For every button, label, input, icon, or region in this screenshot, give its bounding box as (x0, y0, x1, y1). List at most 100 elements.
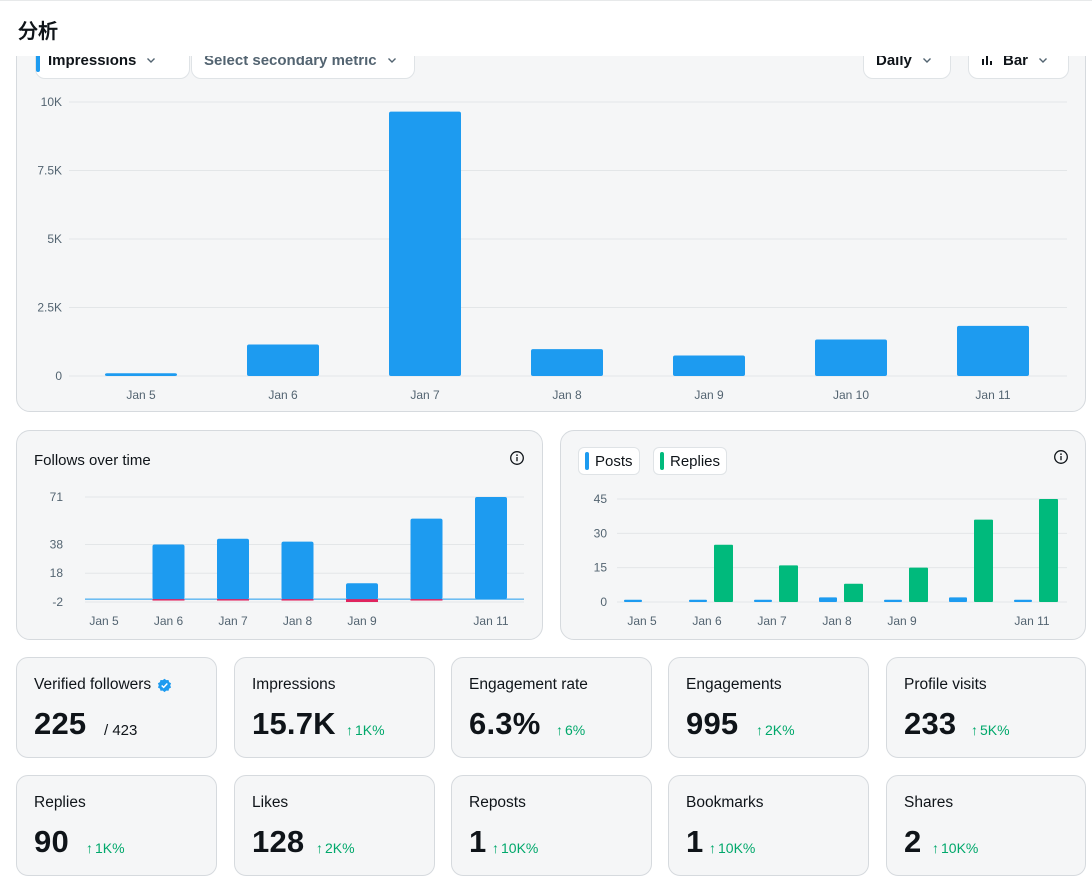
posts-replies-chart-card: Posts Replies 0 15 30 45 Jan 5 Jan 6 Jan 7 Jan … (560, 430, 1086, 640)
stat-engagement-rate[interactable]: Engagement rate 6.3% ↑ 6% (451, 657, 652, 758)
stat-engagements[interactable]: Engagements 995 ↑ 2K% (668, 657, 869, 758)
x-tick-label: Jan 5 (627, 614, 657, 628)
stat-profile-visits[interactable]: Profile visits 233 ↑ 5K% (886, 657, 1086, 758)
follows-bar (217, 538, 249, 600)
verified-badge-icon (158, 678, 172, 692)
stat-likes[interactable]: Likes 128 ↑ 2K% (234, 775, 435, 876)
verified-followers-total: / 423 (104, 722, 138, 739)
x-tick-label: Jan 9 (694, 388, 724, 402)
likes-change: ↑ 2K% (316, 840, 355, 856)
stat-label: Likes (252, 794, 289, 811)
stat-shares[interactable]: Shares 2 ↑ 10K% (886, 775, 1086, 876)
shares-change: ↑ 10K% (932, 840, 978, 856)
engagements-value: 995 (686, 706, 739, 741)
chevron-down-icon (147, 58, 156, 63)
bar (105, 373, 177, 376)
x-tick-label: Jan 9 (887, 614, 917, 628)
legend-posts[interactable]: Posts (578, 447, 640, 475)
y-tick-label: 45 (594, 492, 608, 506)
y-tick-label: 7.5K (37, 164, 62, 178)
unfollows-bar (217, 599, 249, 601)
x-tick-label: Jan 6 (692, 614, 722, 628)
impressions-change-value: 1K% (355, 722, 385, 738)
posts-bar (754, 599, 772, 602)
bar (247, 344, 319, 376)
engagement-rate-value: 6.3% (469, 706, 541, 741)
stat-verified-followers[interactable]: Verified followers 225 / 423 (16, 657, 217, 758)
info-icon[interactable] (1053, 449, 1069, 465)
y-tick-label: 0 (55, 369, 62, 383)
engagement-rate-change-value: 6% (565, 722, 586, 738)
follows-bar (152, 544, 185, 600)
chevron-down-icon (1039, 58, 1048, 63)
x-tick-label: Jan 11 (473, 614, 508, 628)
stat-bookmarks[interactable]: Bookmarks 1 ↑ 10K% (668, 775, 869, 876)
profile-visits-change: ↑ 5K% (971, 722, 1010, 738)
arrow-up-icon: ↑ (556, 722, 563, 738)
replies-swatch (660, 452, 664, 470)
bar-chart-icon (982, 56, 992, 65)
verified-followers-value: 225 (34, 706, 87, 741)
stat-impressions[interactable]: Impressions 15.7K ↑ 1K% (234, 657, 435, 758)
stat-label: Engagements (686, 676, 782, 693)
unfollows-bar (281, 599, 314, 601)
posts-bar (819, 597, 837, 602)
page-title: 分析 (18, 19, 58, 43)
x-tick-label: Jan 7 (410, 388, 440, 402)
posts-replies-bar-chart: 0 15 30 45 Jan 5 Jan 6 Jan 7 Jan 8 Jan 9 Jan 11 (594, 492, 1067, 628)
bookmarks-value: 1 (686, 824, 704, 859)
arrow-up-icon: ↑ (86, 840, 93, 856)
stat-label: Profile visits (904, 676, 987, 693)
page-header: 分析 (0, 0, 1092, 56)
x-tick-label: Jan 5 (126, 388, 156, 402)
x-tick-label: Jan 5 (89, 614, 119, 628)
unfollows-bar (152, 599, 185, 601)
y-tick-label: 30 (594, 526, 608, 540)
x-tick-label: Jan 6 (268, 388, 298, 402)
stat-label: Engagement rate (469, 676, 588, 693)
y-tick-label: 5K (47, 232, 62, 246)
stat-reposts[interactable]: Reposts 1 ↑ 10K% (451, 775, 652, 876)
engagements-change: ↑ 2K% (756, 722, 795, 738)
x-tick-label: Jan 7 (218, 614, 248, 628)
y-tick-label: 10K (41, 95, 62, 109)
replies-bar (714, 544, 733, 602)
x-tick-label: Jan 10 (833, 388, 869, 402)
arrow-up-icon: ↑ (756, 722, 763, 738)
likes-change-value: 2K% (325, 840, 355, 856)
posts-swatch (585, 452, 589, 470)
follows-chart-card: Follows over time -2 18 38 71 Jan 5 Jan 6 Jan … (16, 430, 543, 640)
posts-bar (1014, 599, 1032, 602)
replies-bar (1039, 499, 1058, 602)
stat-label: Reposts (469, 794, 526, 811)
x-tick-label: Jan 11 (1014, 614, 1049, 628)
follows-bar (410, 518, 443, 600)
y-tick-label: 18 (50, 566, 64, 580)
x-tick-label: Jan 9 (347, 614, 377, 628)
stat-label: Bookmarks (686, 794, 764, 811)
chevron-down-icon (922, 58, 931, 63)
arrow-up-icon: ↑ (316, 840, 323, 856)
chevron-down-icon (387, 58, 396, 63)
replies-change: ↑ 1K% (86, 840, 125, 856)
x-tick-label: Jan 8 (822, 614, 852, 628)
posts-bar (689, 599, 707, 602)
engagements-change-value: 2K% (765, 722, 795, 738)
shares-value: 2 (904, 824, 922, 859)
y-tick-label: 71 (50, 490, 64, 504)
x-tick-label: Jan 8 (283, 614, 313, 628)
stat-replies[interactable]: Replies 90 ↑ 1K% (16, 775, 217, 876)
unfollows-bar (346, 599, 378, 602)
x-tick-label: Jan 6 (154, 614, 184, 628)
legend-replies[interactable]: Replies (653, 447, 728, 475)
replies-bar (909, 567, 928, 602)
posts-bar (884, 599, 902, 602)
y-tick-label: 0 (600, 595, 607, 609)
replies-bar (974, 519, 993, 602)
posts-bar (949, 597, 967, 602)
info-icon[interactable] (509, 450, 525, 466)
stat-label: Impressions (252, 676, 336, 693)
likes-value: 128 (252, 824, 305, 859)
legend-posts-label: Posts (595, 452, 633, 470)
replies-bar (779, 565, 798, 602)
